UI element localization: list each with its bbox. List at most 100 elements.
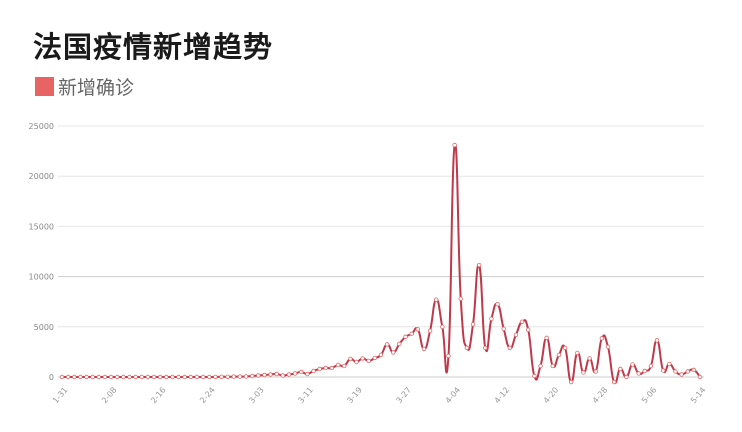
- data-point: [654, 338, 660, 343]
- data-point: [84, 374, 89, 380]
- data-point: [329, 365, 335, 371]
- y-tick-label: 5000: [34, 323, 54, 332]
- data-point: [317, 366, 322, 372]
- data-point: [611, 379, 617, 385]
- data-point: [691, 367, 697, 373]
- data-point: [470, 322, 476, 327]
- x-tick-label: 4-28: [591, 386, 610, 406]
- data-point: [292, 371, 298, 376]
- data-point: [618, 366, 623, 372]
- data-point: [532, 373, 537, 379]
- data-point: [440, 324, 445, 329]
- y-tick-label: 25000: [29, 122, 54, 131]
- data-point: [90, 374, 95, 380]
- data-point: [207, 374, 212, 380]
- data-point: [341, 363, 347, 369]
- data-point: [182, 374, 187, 380]
- x-tick-label: 3-19: [345, 386, 364, 406]
- data-point: [446, 353, 451, 359]
- data-point: [697, 374, 703, 380]
- x-tick-label: 4-20: [542, 386, 561, 406]
- data-point: [151, 374, 157, 380]
- data-point: [642, 368, 647, 374]
- data-point: [679, 372, 684, 377]
- data-point: [458, 296, 463, 301]
- x-tick-label: 2-16: [149, 386, 168, 406]
- data-point: [667, 361, 672, 367]
- data-point: [624, 374, 629, 380]
- data-point: [305, 371, 310, 377]
- data-point: [575, 350, 580, 356]
- x-tick-label: 4-04: [444, 386, 463, 406]
- data-point: [127, 374, 132, 380]
- data-point: [403, 334, 408, 340]
- y-tick-label: 0: [49, 373, 54, 382]
- data-point: [348, 356, 353, 362]
- data-point: [556, 352, 562, 358]
- legend-swatch: [35, 77, 54, 96]
- data-point: [145, 374, 151, 380]
- data-point: [483, 345, 488, 351]
- data-point: [72, 374, 77, 380]
- data-point: [452, 142, 457, 148]
- data-point: [299, 369, 304, 375]
- data-point: [108, 374, 114, 380]
- data-point: [157, 374, 163, 380]
- legend[interactable]: 新增确诊: [35, 73, 134, 100]
- x-tick-label: 2-24: [198, 386, 217, 406]
- data-point: [550, 363, 555, 369]
- data-point: [593, 369, 598, 374]
- data-point: [568, 379, 574, 385]
- data-point: [476, 262, 482, 268]
- data-point: [372, 355, 378, 361]
- data-point: [188, 374, 194, 380]
- data-point: [544, 335, 549, 341]
- x-tick-label: 3-03: [247, 386, 266, 406]
- data-point: [427, 328, 433, 334]
- data-point: [495, 302, 500, 307]
- data-point: [139, 374, 144, 380]
- data-point: [176, 374, 181, 380]
- data-point: [501, 326, 506, 332]
- data-point: [274, 371, 279, 377]
- data-point: [286, 372, 292, 377]
- data-point: [59, 374, 65, 380]
- data-point: [237, 374, 243, 379]
- data-point: [464, 345, 470, 351]
- data-point: [311, 368, 316, 374]
- x-tick-label: 2-08: [100, 386, 119, 406]
- data-point: [409, 331, 414, 337]
- data-point: [391, 350, 396, 355]
- data-point: [599, 336, 605, 341]
- data-point: [213, 374, 218, 380]
- data-point: [538, 363, 543, 369]
- data-point: [231, 374, 236, 379]
- data-point: [526, 327, 531, 333]
- data-point: [256, 373, 261, 378]
- data-point: [335, 362, 341, 368]
- data-point: [164, 374, 169, 380]
- x-tick-label: 5-14: [689, 386, 708, 406]
- data-point: [636, 371, 641, 376]
- data-point: [323, 365, 328, 371]
- chart-title: 法国疫情新增趋势: [33, 30, 274, 64]
- data-point: [434, 297, 439, 302]
- data-point: [397, 341, 402, 347]
- data-point: [378, 352, 384, 358]
- x-tick-label: 3-27: [395, 386, 414, 406]
- y-tick-label: 10000: [29, 273, 54, 282]
- data-point: [268, 372, 273, 377]
- data-point: [354, 359, 359, 365]
- data-point: [200, 374, 206, 380]
- x-tick-label: 4-12: [493, 386, 512, 406]
- data-point: [102, 374, 108, 380]
- data-point: [421, 346, 427, 352]
- data-point: [660, 368, 666, 373]
- data-point: [685, 369, 690, 374]
- series-line: [62, 142, 701, 385]
- data-point: [519, 319, 525, 324]
- data-point: [225, 374, 230, 379]
- data-point: [194, 374, 200, 380]
- data-point: [219, 374, 224, 379]
- data-point: [489, 316, 494, 321]
